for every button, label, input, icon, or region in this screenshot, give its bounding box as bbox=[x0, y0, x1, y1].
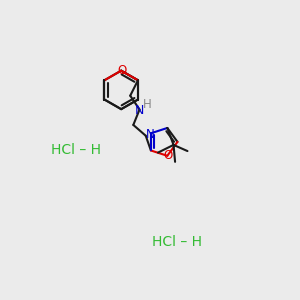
Text: HCl – H: HCl – H bbox=[152, 236, 202, 249]
Text: N: N bbox=[146, 128, 154, 140]
Text: O: O bbox=[117, 64, 127, 77]
Text: N: N bbox=[135, 104, 144, 117]
Text: H: H bbox=[143, 98, 152, 111]
Text: HCl – H: HCl – H bbox=[52, 143, 101, 157]
Text: O: O bbox=[164, 148, 173, 161]
